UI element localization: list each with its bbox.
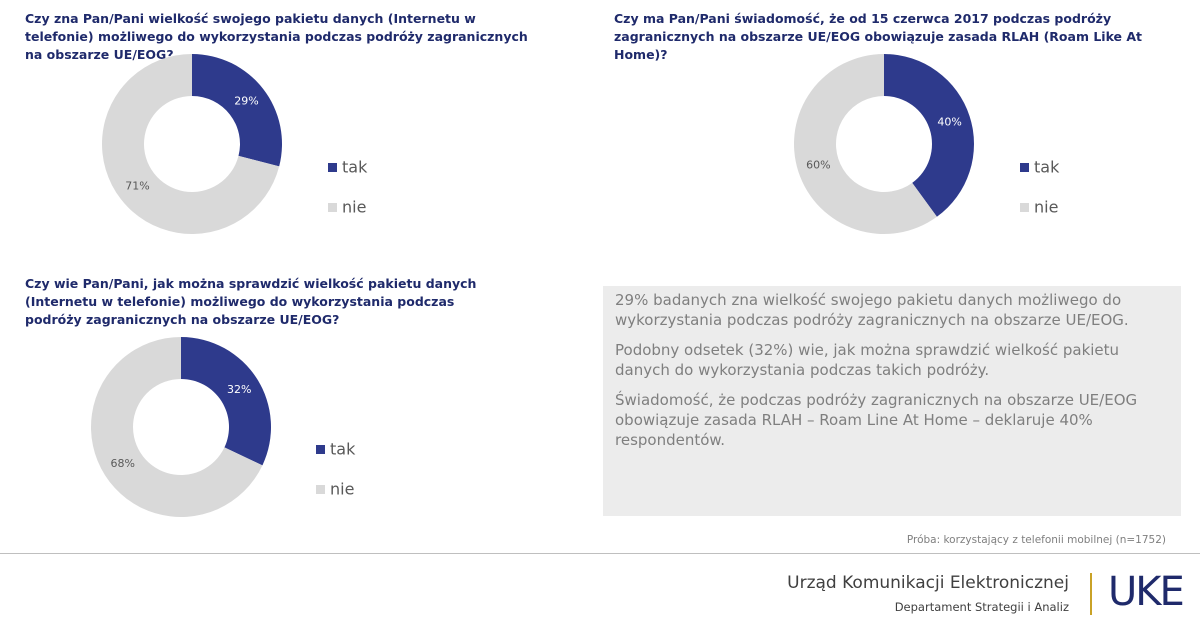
legend-swatch	[328, 163, 337, 172]
legend-label: nie	[330, 480, 354, 499]
legend-swatch	[316, 445, 325, 454]
logo-bar	[1090, 573, 1092, 615]
organization: Urząd Komunikacji Elektronicznej	[787, 573, 1069, 593]
legend-swatch	[1020, 163, 1029, 172]
logo: UKE	[1108, 569, 1185, 615]
data-label: 68%	[111, 457, 135, 470]
chart-title: Czy zna Pan/Pani wielkość swojego pakiet…	[25, 11, 528, 62]
department: Departament Strategii i Analiz	[894, 600, 1069, 614]
legend-swatch	[316, 485, 325, 494]
legend-label: nie	[342, 198, 366, 217]
chart-title: Czy wie Pan/Pani, jak można sprawdzić wi…	[25, 276, 477, 327]
donut-slice	[794, 54, 937, 234]
donut-slice	[91, 337, 263, 517]
donut-slice	[181, 337, 271, 466]
legend-label: nie	[1034, 198, 1058, 217]
chart-title: Czy ma Pan/Pani świadomość, że od 15 cze…	[614, 11, 1143, 62]
donut-slice	[884, 54, 975, 217]
sample-note: Próba: korzystający z telefonii mobilnej…	[906, 534, 1166, 546]
data-label: 40%	[937, 116, 961, 129]
donut-slice	[192, 54, 283, 167]
legend-label: tak	[342, 158, 368, 177]
summary-text: Świadomość, że podczas podróży zagranicz…	[615, 391, 1138, 449]
legend-label: tak	[330, 440, 356, 459]
summary-text: Podobny odsetek (32%) wie, jak można spr…	[615, 341, 1120, 379]
summary-box: 29% badanych zna wielkość swojego pakiet…	[603, 286, 1181, 516]
data-label: 60%	[806, 158, 830, 171]
data-label: 71%	[125, 179, 149, 192]
footer-rule	[0, 553, 1200, 554]
legend-swatch	[1020, 203, 1029, 212]
donut-slice	[102, 54, 280, 234]
legend-swatch	[328, 203, 337, 212]
summary-text: 29% badanych zna wielkość swojego pakiet…	[615, 291, 1129, 329]
data-label: 29%	[234, 95, 258, 108]
legend-label: tak	[1034, 158, 1060, 177]
data-label: 32%	[227, 383, 251, 396]
